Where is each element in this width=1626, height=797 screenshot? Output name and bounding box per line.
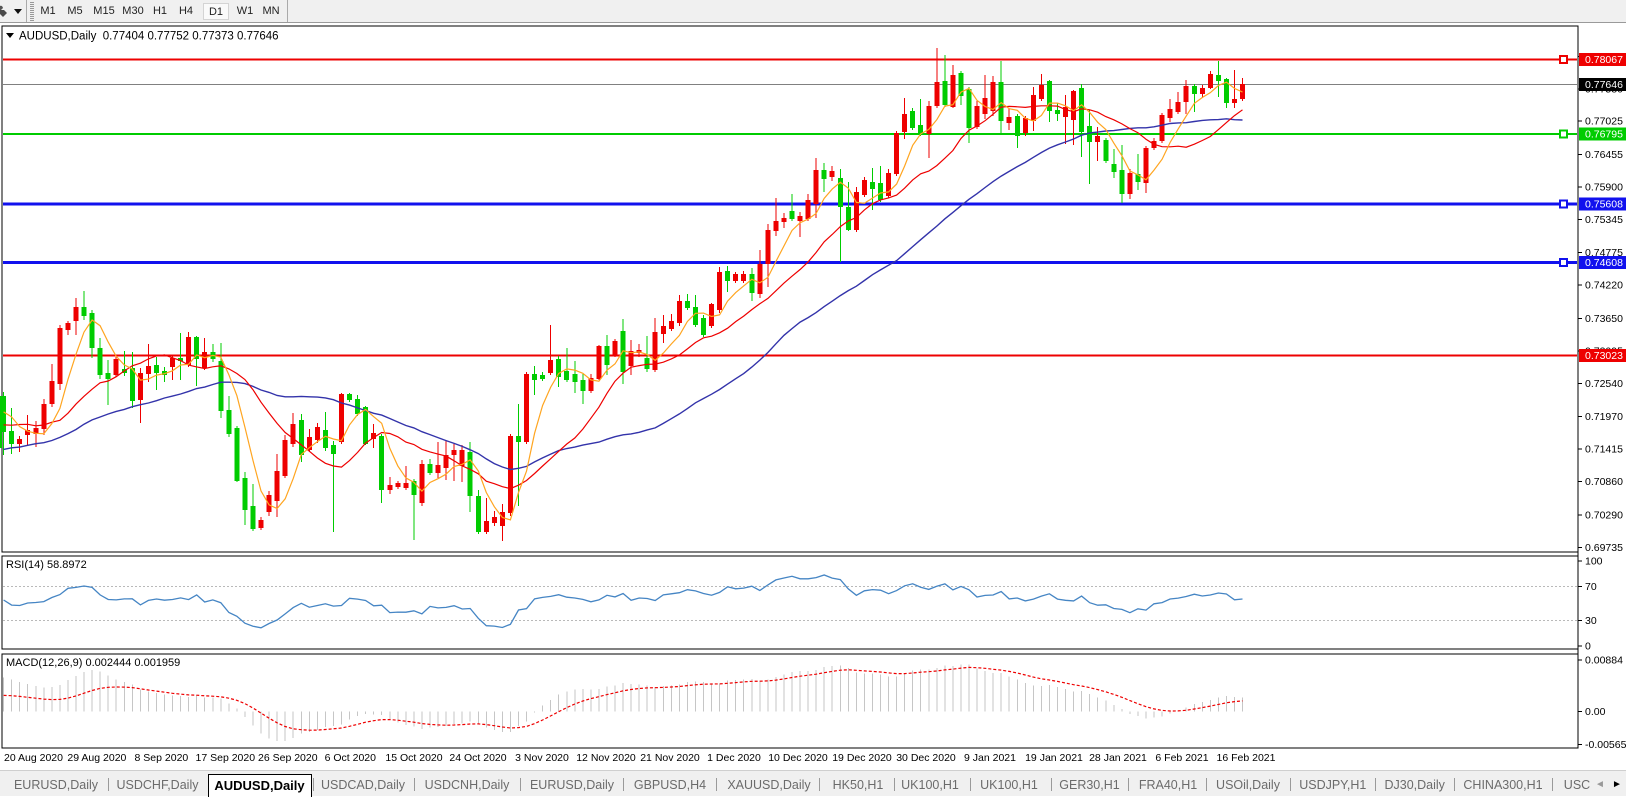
svg-text:6 Oct 2020: 6 Oct 2020	[325, 752, 377, 764]
svg-text:12 Nov 2020: 12 Nov 2020	[576, 752, 636, 764]
svg-text:0.77646: 0.77646	[1585, 79, 1623, 91]
svg-text:0.76795: 0.76795	[1585, 129, 1623, 141]
svg-text:MACD(12,26,9) 0.002444 0.00195: MACD(12,26,9) 0.002444 0.001959	[6, 657, 180, 669]
svg-text:21 Nov 2020: 21 Nov 2020	[640, 752, 700, 764]
svg-text:0.74220: 0.74220	[1585, 280, 1623, 292]
svg-text:0.69735: 0.69735	[1585, 542, 1623, 554]
svg-text:15 Oct 2020: 15 Oct 2020	[385, 752, 442, 764]
svg-text:0.00884: 0.00884	[1585, 655, 1623, 667]
svg-text:0.75900: 0.75900	[1585, 182, 1623, 194]
svg-text:3 Nov 2020: 3 Nov 2020	[515, 752, 569, 764]
svg-text:6 Feb 2021: 6 Feb 2021	[1155, 752, 1208, 764]
svg-text:0.75608: 0.75608	[1585, 199, 1623, 211]
svg-text:8 Sep 2020: 8 Sep 2020	[135, 752, 189, 764]
svg-text:17 Sep 2020: 17 Sep 2020	[196, 752, 256, 764]
svg-text:28 Jan 2021: 28 Jan 2021	[1089, 752, 1147, 764]
svg-text:0.75345: 0.75345	[1585, 214, 1623, 226]
svg-text:100: 100	[1585, 556, 1603, 568]
svg-text:0.71415: 0.71415	[1585, 444, 1623, 456]
svg-text:-0.005651: -0.005651	[1585, 739, 1626, 751]
svg-text:0.70860: 0.70860	[1585, 476, 1623, 488]
svg-text:9 Jan 2021: 9 Jan 2021	[964, 752, 1016, 764]
svg-text:0.00: 0.00	[1585, 706, 1606, 718]
svg-text:10 Dec 2020: 10 Dec 2020	[768, 752, 828, 764]
svg-text:0.78067: 0.78067	[1585, 54, 1623, 66]
svg-text:0.74608: 0.74608	[1585, 257, 1623, 269]
svg-text:RSI(14) 58.8972: RSI(14) 58.8972	[6, 559, 87, 571]
svg-text:19 Dec 2020: 19 Dec 2020	[832, 752, 892, 764]
svg-text:0.76455: 0.76455	[1585, 149, 1623, 161]
svg-text:26 Sep 2020: 26 Sep 2020	[258, 752, 318, 764]
svg-text:0.72540: 0.72540	[1585, 378, 1623, 390]
svg-text:19 Jan 2021: 19 Jan 2021	[1025, 752, 1083, 764]
svg-text:0.70290: 0.70290	[1585, 509, 1623, 521]
svg-text:24 Oct 2020: 24 Oct 2020	[449, 752, 506, 764]
svg-text:1 Dec 2020: 1 Dec 2020	[707, 752, 761, 764]
svg-text:16 Feb 2021: 16 Feb 2021	[1217, 752, 1276, 764]
svg-text:AUDUSD,Daily 0.77404 0.77752: AUDUSD,Daily 0.77404 0.77752 0.77373 0.7…	[19, 31, 279, 43]
svg-text:70: 70	[1585, 581, 1597, 593]
svg-text:0.73650: 0.73650	[1585, 313, 1623, 325]
svg-text:30 Dec 2020: 30 Dec 2020	[896, 752, 956, 764]
svg-text:0.77025: 0.77025	[1585, 116, 1623, 128]
svg-text:0: 0	[1585, 641, 1591, 653]
svg-text:0.71970: 0.71970	[1585, 411, 1623, 423]
svg-text:30: 30	[1585, 615, 1597, 627]
svg-text:29 Aug 2020: 29 Aug 2020	[67, 752, 126, 764]
svg-text:20 Aug 2020: 20 Aug 2020	[4, 752, 63, 764]
svg-text:0.73023: 0.73023	[1585, 350, 1623, 362]
